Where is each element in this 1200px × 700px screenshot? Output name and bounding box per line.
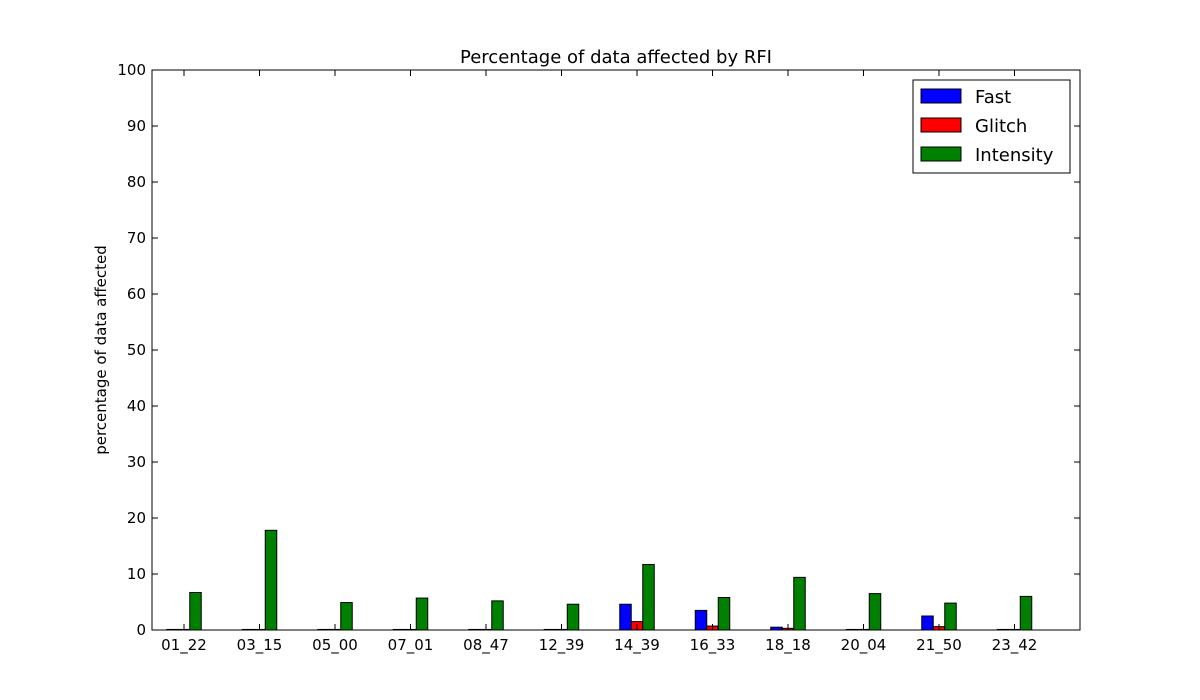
bar-intensity-20_04 [868,593,882,631]
y-tick-label: 70 [127,229,146,247]
bar-intensity-18_18 [793,576,806,631]
x-tick-label: 07_01 [388,636,434,655]
y-axis-label: percentage of data affected [92,245,110,455]
y-tick-label: 60 [127,285,146,303]
legend-label-intensity: Intensity [975,145,1054,166]
bar-fast-21_50 [921,615,934,631]
y-axis: 0 10 20 30 40 50 60 70 80 90 100 [117,61,1080,639]
y-tick-label: 90 [127,117,146,135]
legend-label-glitch: Glitch [975,116,1027,137]
chart-title: Percentage of data affected by RFI [460,47,772,68]
x-tick-label: 12_39 [539,636,585,655]
x-tick-label: 21_50 [916,636,962,655]
y-tick-label: 0 [136,621,146,639]
bar-intensity-07_01 [415,597,429,631]
y-tick-label: 30 [127,453,146,471]
bar-intensity-21_50 [944,602,957,631]
x-tick-label: 03_15 [237,636,283,655]
bar-intensity-16_33 [717,597,731,631]
y-tick-label: 50 [127,341,146,359]
x-tick-label: 20_04 [841,636,887,655]
y-tick-label: 20 [127,509,146,527]
x-tick-label: 16_33 [690,636,736,655]
x-tick-label: 08_47 [463,636,509,655]
bar-intensity-12_39 [566,603,580,631]
legend-swatch-fast [920,88,962,104]
bar-intensity-08_47 [491,600,504,631]
x-tick-label: 23_42 [992,636,1038,655]
legend: Fast Glitch Intensity [912,79,1071,174]
legend-label-fast: Fast [975,87,1011,108]
x-tick-label: 18_18 [765,636,811,655]
x-tick-label: 01_22 [161,636,207,655]
bar-intensity-14_39 [642,563,655,631]
bar-intensity-03_15 [264,529,278,631]
legend-swatch-glitch [920,117,962,133]
bar-fast-16_33 [694,609,708,631]
bars-layer [166,529,1033,631]
x-tick-label: 14_39 [614,636,660,655]
bar-intensity-05_00 [340,602,353,631]
y-tick-label: 40 [127,397,146,415]
x-axis: 01_22 03_15 05_00 07_01 08_47 12_39 14_39 16_33… [161,70,1037,655]
x-tick-label: 05_00 [312,636,358,655]
bar-intensity-01_22 [189,591,202,631]
bar-fast-14_39 [619,603,632,631]
y-tick-label: 80 [127,173,146,191]
y-tick-label: 10 [127,565,146,583]
legend-swatch-intensity [920,146,962,162]
bar-intensity-23_42 [1019,595,1033,631]
y-tick-label: 100 [117,61,146,79]
